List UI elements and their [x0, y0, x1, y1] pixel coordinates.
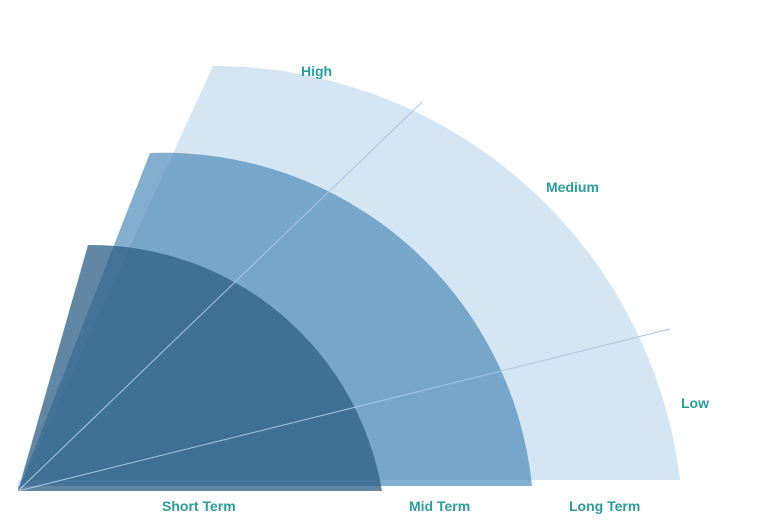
- term-label-long: Long Term: [569, 498, 640, 514]
- divider-line-medium-low: [17, 328, 671, 492]
- term-label-mid: Mid Term: [409, 498, 470, 514]
- level-label-medium: Medium: [546, 179, 599, 195]
- divider-line-high-medium: [17, 101, 423, 492]
- level-label-low: Low: [681, 395, 709, 411]
- level-label-high: High: [301, 63, 332, 79]
- term-label-short: Short Term: [162, 498, 236, 514]
- short-term-sector: [18, 244, 382, 491]
